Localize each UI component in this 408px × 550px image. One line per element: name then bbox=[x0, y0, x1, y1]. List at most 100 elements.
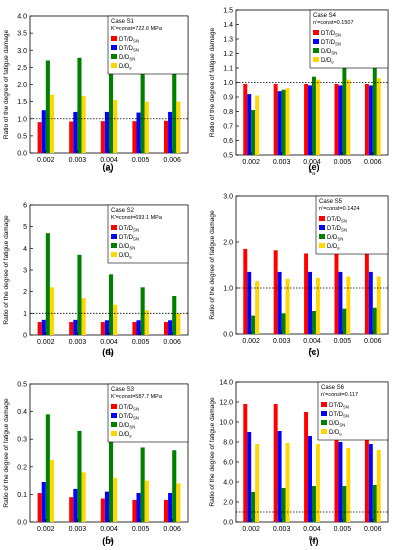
legend-box bbox=[107, 383, 189, 443]
x-tick-label: 0.006 bbox=[163, 157, 181, 164]
chart-panel: 0 1 2 3 4 5 6 Ratio of the degree of fatigue da… bbox=[3, 203, 189, 546]
bar bbox=[376, 450, 381, 522]
bar bbox=[77, 254, 82, 335]
legend-swatch bbox=[111, 422, 117, 427]
bar bbox=[312, 311, 316, 334]
y-tick-label: 14.0 bbox=[219, 380, 233, 387]
y-tick-label: 0.0 bbox=[223, 520, 233, 527]
bar bbox=[77, 430, 82, 522]
bar bbox=[37, 322, 42, 335]
bar bbox=[338, 271, 343, 334]
panel-caption: (c) bbox=[309, 347, 320, 357]
bar bbox=[308, 436, 312, 522]
legend-swatch bbox=[313, 57, 319, 62]
bar bbox=[104, 111, 109, 153]
bar bbox=[315, 79, 320, 155]
bar bbox=[334, 83, 339, 155]
y-tick-label: 0.0 bbox=[17, 151, 27, 158]
bar bbox=[41, 110, 46, 153]
bar bbox=[132, 121, 137, 153]
legend-swatch bbox=[319, 216, 325, 221]
y-tick-label: 3 bbox=[23, 268, 27, 275]
bar bbox=[176, 313, 181, 335]
legend-subtitle: K'=const=693.1 MPa bbox=[111, 215, 163, 221]
bar bbox=[376, 276, 381, 334]
bar bbox=[144, 480, 149, 522]
bar bbox=[247, 271, 252, 334]
y-axis-label: Ratio of the degree of fatigue damage bbox=[3, 30, 10, 140]
bar bbox=[281, 488, 286, 522]
x-axis-label: εa bbox=[106, 164, 112, 175]
y-tick-label: 8.0 bbox=[223, 440, 233, 447]
y-tick-label: 0.2 bbox=[17, 464, 27, 471]
bar bbox=[372, 307, 377, 334]
bar bbox=[45, 233, 50, 335]
legend-swatch bbox=[111, 234, 117, 239]
bar bbox=[251, 110, 256, 155]
bar bbox=[277, 91, 282, 155]
legend-box bbox=[107, 15, 189, 75]
legend-box bbox=[309, 9, 389, 69]
bar bbox=[45, 414, 50, 522]
bar bbox=[315, 277, 320, 334]
bar bbox=[144, 101, 149, 153]
bar bbox=[308, 271, 312, 334]
bar bbox=[104, 320, 109, 335]
legend-label: D/De bbox=[329, 430, 342, 437]
y-tick-label: 5 bbox=[23, 224, 27, 231]
chart-panel: 0.0 1.0 2.0 3.0 Ratio of the degree of fatig… bbox=[209, 162, 389, 356]
y-tick-label: 4 bbox=[23, 246, 27, 253]
y-axis-label: Ratio of the degree of fatigue damage bbox=[209, 210, 216, 320]
bar bbox=[49, 459, 55, 522]
legend-swatch bbox=[111, 45, 117, 50]
x-axis-label: εa bbox=[106, 346, 112, 357]
y-axis-label: Ratio of the degree of fatigue damage bbox=[3, 398, 10, 508]
bar bbox=[285, 443, 290, 522]
y-tick-label: 3.0 bbox=[223, 194, 233, 201]
x-tick-label: 0.005 bbox=[334, 526, 352, 533]
bar bbox=[100, 322, 105, 335]
y-tick-label: 3.5 bbox=[17, 31, 27, 38]
legend-swatch bbox=[319, 234, 325, 239]
x-tick-label: 0.004 bbox=[303, 338, 321, 345]
legend-label: DT/DSN bbox=[329, 403, 349, 410]
x-tick-label: 0.006 bbox=[364, 526, 382, 533]
legend-box bbox=[315, 195, 389, 255]
y-tick-label: 2.0 bbox=[223, 240, 233, 247]
legend-subtitle: K'=const=587.7 MPa bbox=[111, 394, 163, 400]
bar bbox=[45, 60, 50, 153]
bar bbox=[69, 322, 74, 335]
bar bbox=[304, 253, 309, 334]
bar bbox=[251, 492, 256, 522]
x-tick-label: 0.002 bbox=[37, 339, 55, 346]
bar bbox=[273, 83, 278, 155]
bar bbox=[255, 281, 260, 334]
y-tick-label: 1.0 bbox=[223, 286, 233, 293]
x-tick-label: 0.002 bbox=[242, 526, 260, 533]
x-tick-label: 0.005 bbox=[132, 157, 150, 164]
bar bbox=[172, 296, 177, 335]
legend-subtitle: n'=const=0.117 bbox=[321, 392, 358, 398]
legend-subtitle: n'=const=0.1424 bbox=[319, 206, 360, 212]
chart-panel: 0.0 0.5 1.0 1.5 2.0 2.5 3.0 3.5 4.0 Ratio of the … bbox=[3, 14, 189, 175]
bar bbox=[113, 99, 118, 153]
y-tick-label: 0 bbox=[23, 333, 27, 340]
y-tick-label: 0.8 bbox=[223, 109, 233, 116]
bar bbox=[308, 85, 312, 155]
bar bbox=[243, 83, 248, 155]
legend-subtitle: n'=const=0.1507 bbox=[313, 20, 354, 26]
bar bbox=[368, 85, 373, 155]
bar bbox=[251, 315, 256, 334]
bar bbox=[49, 94, 55, 153]
bar bbox=[41, 319, 46, 335]
legend-swatch bbox=[319, 225, 325, 230]
bar bbox=[243, 404, 248, 522]
x-tick-label: 0.003 bbox=[273, 526, 291, 533]
x-tick-label: 0.003 bbox=[273, 338, 291, 345]
chart-panel: 0.0 0.1 0.2 0.3 0.4 0.5 Ratio of the degree of… bbox=[3, 347, 320, 544]
x-axis-label: εa bbox=[309, 345, 315, 356]
y-tick-label: 10.0 bbox=[219, 420, 233, 427]
bar bbox=[372, 485, 377, 522]
legend-label: D/DSN bbox=[119, 423, 135, 430]
y-tick-label: 1.5 bbox=[223, 8, 233, 15]
